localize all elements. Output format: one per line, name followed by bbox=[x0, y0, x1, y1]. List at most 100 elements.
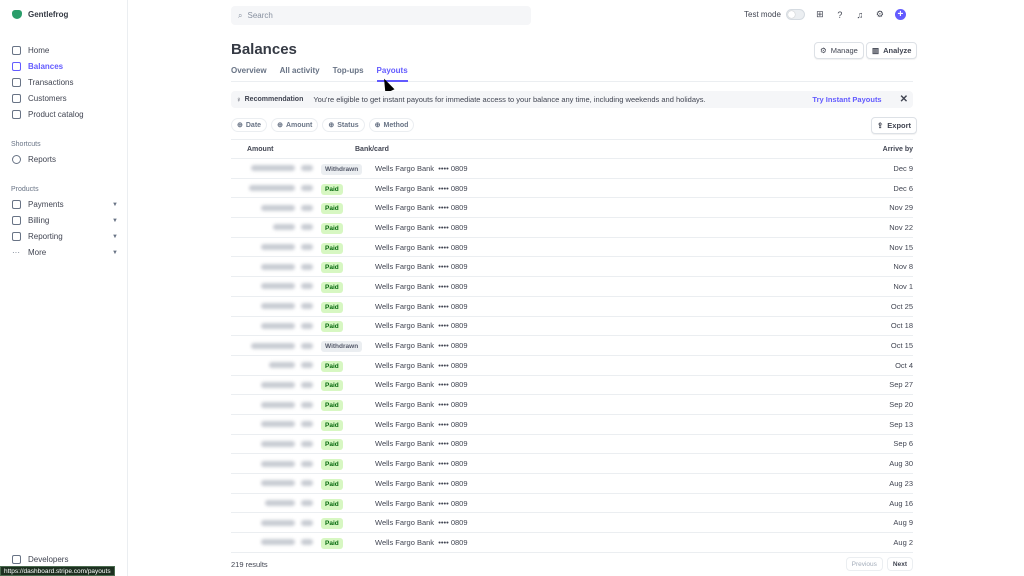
label: Status bbox=[337, 121, 359, 129]
status-badge: Paid bbox=[321, 222, 343, 234]
analyze-button[interactable]: ▥ Analyze bbox=[866, 42, 918, 59]
bank-cell: Wells Fargo Bank •••• 0809 bbox=[375, 243, 853, 252]
next-button[interactable]: Next bbox=[886, 557, 913, 571]
shortcuts-heading: Shortcuts bbox=[11, 141, 41, 148]
status-badge: Paid bbox=[321, 281, 343, 293]
table-row[interactable]: Paid Wells Fargo Bank •••• 0809 Nov 15 bbox=[231, 238, 913, 258]
account-last4: •••• 0809 bbox=[438, 262, 468, 272]
account-last4: •••• 0809 bbox=[438, 419, 468, 429]
sidebar-item-reporting[interactable]: Reporting ▼ bbox=[12, 232, 118, 241]
currency-cell bbox=[301, 421, 321, 428]
sidebar-item-balances[interactable]: Balances bbox=[12, 62, 118, 71]
sidebar-item-home[interactable]: Home bbox=[12, 46, 118, 55]
sidebar-item-payments[interactable]: Payments ▼ bbox=[12, 200, 118, 209]
apps-icon[interactable]: ⊞ bbox=[816, 9, 824, 19]
redacted-currency bbox=[301, 519, 313, 526]
table-row[interactable]: Paid Wells Fargo Bank •••• 0809 Sep 6 bbox=[231, 435, 913, 455]
table-header: Amount Bank/card Arrive by bbox=[231, 140, 913, 159]
header-arrive-by[interactable]: Arrive by bbox=[882, 145, 913, 153]
label: Home bbox=[28, 46, 50, 55]
table-row[interactable]: Paid Wells Fargo Bank •••• 0809 Aug 30 bbox=[231, 454, 913, 474]
filter-method[interactable]: ⊕ Method bbox=[368, 118, 415, 132]
currency-cell bbox=[301, 263, 321, 270]
tab-all-activity[interactable]: All activity bbox=[279, 66, 320, 75]
label: Customers bbox=[28, 94, 67, 103]
table-row[interactable]: Paid Wells Fargo Bank •••• 0809 Oct 25 bbox=[231, 297, 913, 317]
sidebar-item-billing[interactable]: Billing ▼ bbox=[12, 216, 118, 225]
table-row[interactable]: Paid Wells Fargo Bank •••• 0809 Sep 13 bbox=[231, 415, 913, 435]
label: Manage bbox=[830, 46, 858, 55]
amount-cell bbox=[231, 500, 301, 507]
table-row[interactable]: Withdrawn Wells Fargo Bank •••• 0809 Dec 9 bbox=[231, 159, 913, 179]
amount-cell bbox=[231, 381, 301, 388]
currency-cell bbox=[301, 440, 321, 447]
test-mode-toggle[interactable] bbox=[785, 9, 805, 20]
sidebar-item-customers[interactable]: Customers bbox=[12, 94, 118, 103]
table-row[interactable]: Paid Wells Fargo Bank •••• 0809 Aug 9 bbox=[231, 513, 913, 534]
label: Export bbox=[887, 121, 912, 130]
table-row[interactable]: Paid Wells Fargo Bank •••• 0809 Aug 2 bbox=[231, 533, 913, 553]
amount-cell bbox=[231, 303, 301, 310]
products-heading: Products bbox=[11, 186, 39, 193]
arrive-by: Nov 8 bbox=[893, 262, 913, 272]
export-button[interactable]: ⇪ Export bbox=[871, 117, 918, 134]
bank-cell: Wells Fargo Bank •••• 0809 bbox=[375, 361, 853, 370]
sidebar-item-more[interactable]: ··· More ▼ bbox=[12, 248, 118, 257]
filter-amount[interactable]: ⊕ Amount bbox=[271, 118, 319, 132]
terminal-icon bbox=[12, 555, 21, 564]
table-row[interactable]: Paid Wells Fargo Bank •••• 0809 Nov 8 bbox=[231, 257, 913, 278]
table-row[interactable]: Paid Wells Fargo Bank •••• 0809 Aug 23 bbox=[231, 474, 913, 494]
arrive-by: Nov 22 bbox=[889, 222, 913, 232]
table-row[interactable]: Paid Wells Fargo Bank •••• 0809 Nov 1 bbox=[231, 277, 913, 297]
chevron-down-icon: ▼ bbox=[112, 249, 118, 256]
table-row[interactable]: Paid Wells Fargo Bank •••• 0809 Dec 6 bbox=[231, 179, 913, 199]
label: Reporting bbox=[28, 232, 63, 241]
status-badge: Withdrawn bbox=[321, 341, 363, 353]
arrive-by: Aug 9 bbox=[893, 518, 913, 528]
status-url: https://dashboard.stripe.com/payouts bbox=[0, 566, 115, 576]
bank-name: Wells Fargo Bank bbox=[375, 459, 435, 469]
help-icon[interactable]: ? bbox=[837, 9, 843, 20]
table-row[interactable]: Withdrawn Wells Fargo Bank •••• 0809 Oct 1… bbox=[231, 336, 913, 356]
table-row[interactable]: Paid Wells Fargo Bank •••• 0809 Oct 4 bbox=[231, 356, 913, 376]
table-row[interactable]: Paid Wells Fargo Bank •••• 0809 Sep 20 bbox=[231, 395, 913, 415]
bank-name: Wells Fargo Bank bbox=[375, 380, 435, 390]
customers-icon bbox=[12, 94, 21, 103]
account-switcher[interactable]: Gentlefrog bbox=[12, 10, 68, 19]
table-row[interactable]: Paid Wells Fargo Bank •••• 0809 Sep 27 bbox=[231, 376, 913, 396]
table-row[interactable]: Paid Wells Fargo Bank •••• 0809 Oct 18 bbox=[231, 317, 913, 337]
chevron-down-icon: ▼ bbox=[112, 217, 118, 224]
sidebar-item-reports[interactable]: Reports bbox=[12, 155, 118, 164]
redacted-currency bbox=[301, 539, 313, 546]
filter-date[interactable]: ⊕ Date bbox=[231, 118, 268, 132]
table-row[interactable]: Paid Wells Fargo Bank •••• 0809 Aug 16 bbox=[231, 494, 913, 514]
previous-button[interactable]: Previous bbox=[845, 557, 883, 571]
sidebar-item-product-catalog[interactable]: Product catalog bbox=[12, 110, 118, 119]
close-icon[interactable]: ✕ bbox=[899, 94, 908, 105]
header-amount[interactable]: Amount bbox=[247, 145, 274, 153]
bell-icon[interactable]: ♫ bbox=[856, 9, 864, 20]
tab-overview[interactable]: Overview bbox=[231, 66, 267, 75]
amount-cell bbox=[231, 224, 301, 231]
redacted-amount bbox=[251, 165, 295, 172]
try-instant-payouts-link[interactable]: Try Instant Payouts bbox=[812, 95, 882, 104]
table-row[interactable]: Paid Wells Fargo Bank •••• 0809 Nov 22 bbox=[231, 218, 913, 238]
gear-icon[interactable]: ⚙ bbox=[875, 9, 884, 19]
redacted-amount bbox=[261, 480, 295, 487]
create-plus-button[interactable]: + bbox=[894, 9, 906, 20]
tab-payouts[interactable]: Payouts bbox=[376, 66, 408, 82]
manage-button[interactable]: ⚙ Manage bbox=[814, 42, 864, 59]
sidebar-item-transactions[interactable]: Transactions bbox=[12, 78, 118, 87]
account-last4: •••• 0809 bbox=[438, 183, 468, 193]
filter-status[interactable]: ⊕ Status bbox=[322, 118, 365, 132]
tab-top-ups[interactable]: Top-ups bbox=[332, 66, 364, 75]
redacted-currency bbox=[301, 362, 313, 369]
status-badge: Paid bbox=[321, 242, 343, 254]
frog-logo-icon bbox=[12, 10, 22, 19]
currency-cell bbox=[301, 381, 321, 388]
sidebar-item-developers[interactable]: Developers bbox=[12, 555, 118, 564]
arrive-by: Sep 13 bbox=[889, 419, 913, 429]
redacted-amount bbox=[261, 460, 295, 467]
search-input[interactable]: ⌕ Search bbox=[231, 6, 531, 25]
table-row[interactable]: Paid Wells Fargo Bank •••• 0809 Nov 29 bbox=[231, 198, 913, 219]
